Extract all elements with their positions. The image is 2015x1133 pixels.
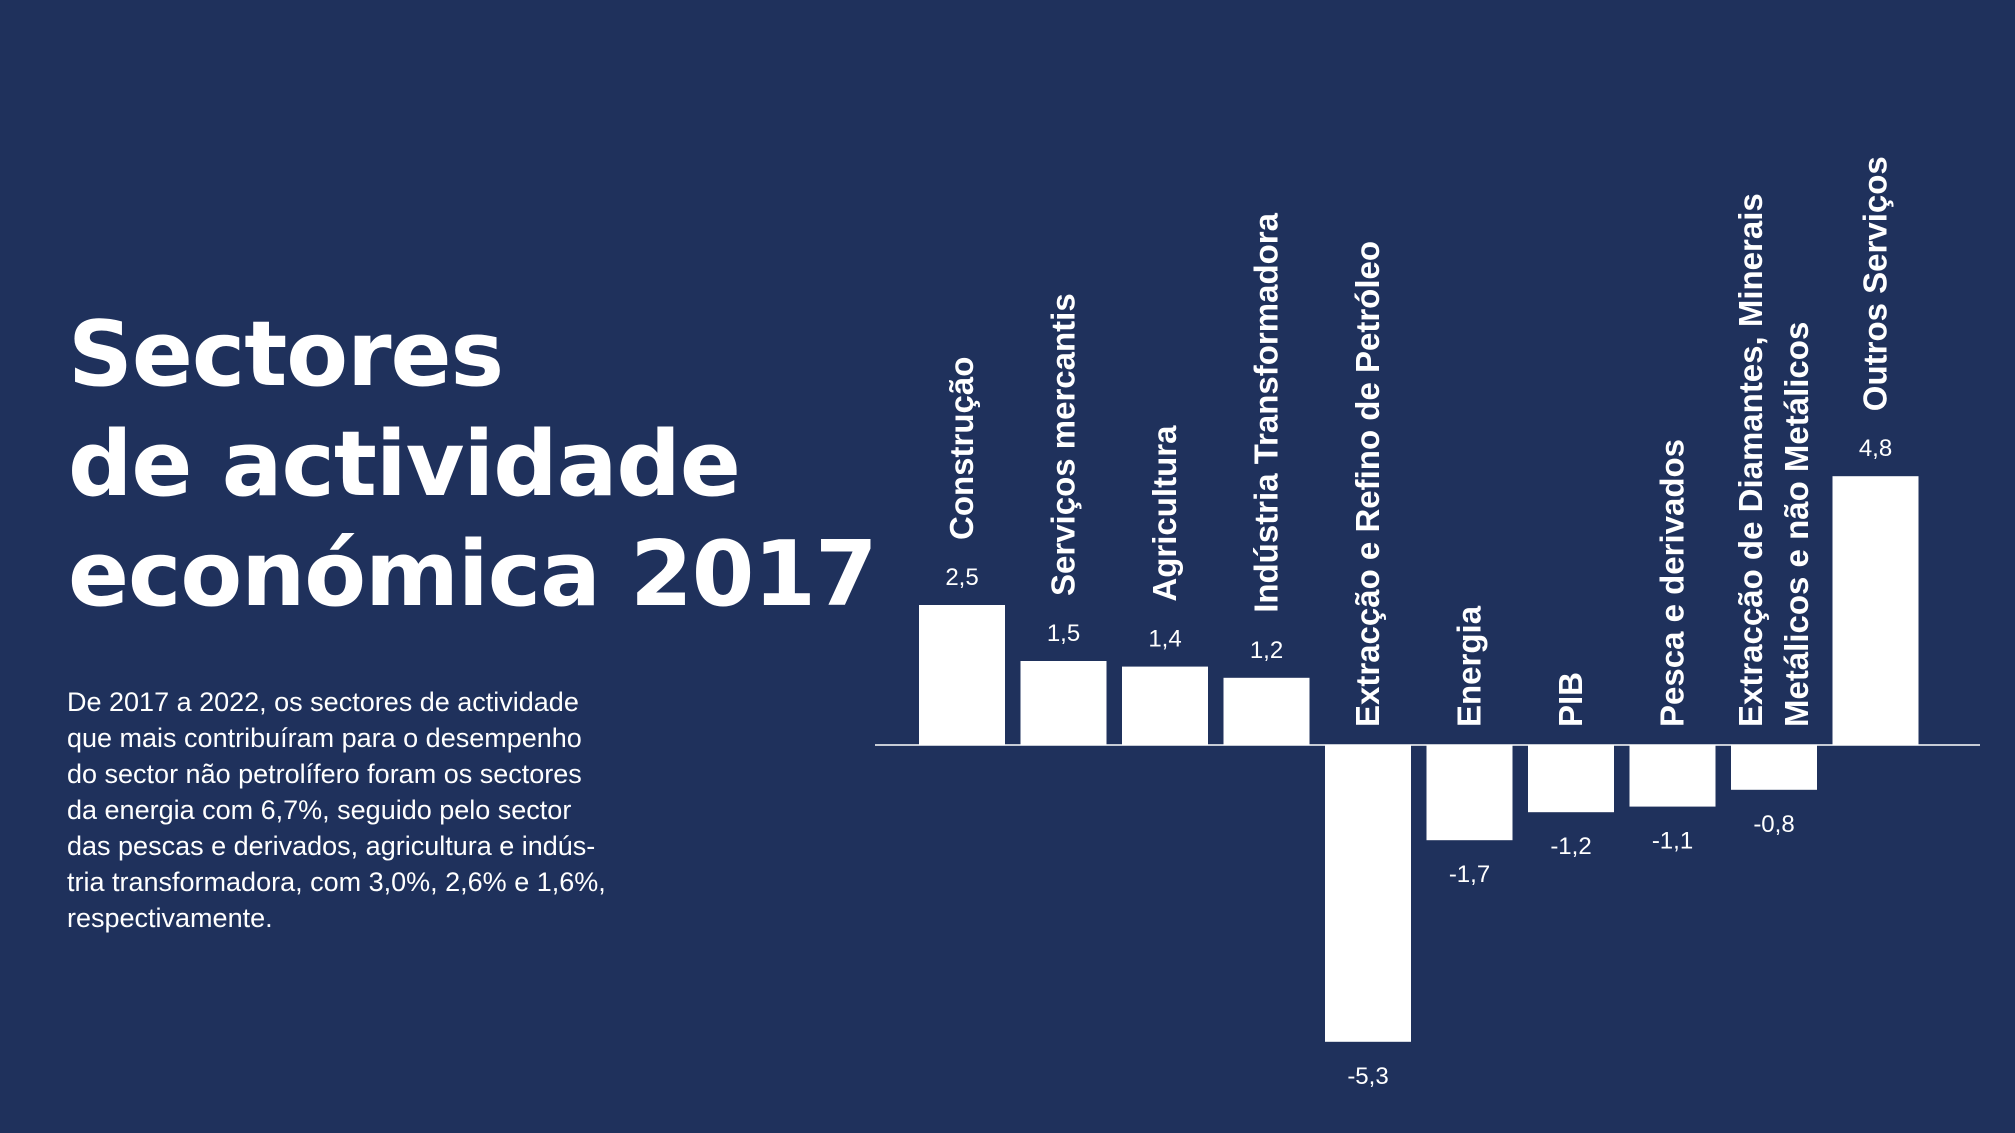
bar xyxy=(1325,745,1411,1042)
bar xyxy=(1020,661,1107,745)
value-label: -5,3 xyxy=(1347,1063,1388,1090)
description-line: do sector não petrolífero foram os secto… xyxy=(67,759,582,789)
category-label: Pesca e derivados xyxy=(1654,439,1691,727)
category-label: Agricultura xyxy=(1146,425,1183,602)
bar xyxy=(1731,745,1817,790)
title-line-3: económica 2017 xyxy=(68,522,878,627)
category-label: Energia xyxy=(1451,605,1488,727)
category-label: Serviços mercantis xyxy=(1045,293,1082,596)
description-line: De 2017 a 2022, os sectores de actividad… xyxy=(67,687,579,717)
page-title: Sectores de actividade económica 2017 xyxy=(68,300,878,630)
value-label: 4,8 xyxy=(1859,435,1892,462)
title-line-1: Sectores xyxy=(68,302,504,407)
bar xyxy=(1528,745,1614,813)
value-label: -0,8 xyxy=(1753,811,1794,838)
description-line: das pescas e derivados, agricultura e in… xyxy=(67,831,596,861)
bar xyxy=(1832,476,1919,745)
value-label: -1,1 xyxy=(1652,828,1693,855)
bar xyxy=(1629,745,1716,807)
category-label: Indústria Transformadora xyxy=(1248,212,1285,612)
bar xyxy=(1122,666,1208,745)
category-label: Extracção e Refino de Petróleo xyxy=(1349,241,1386,727)
category-label: PIB xyxy=(1552,672,1589,727)
value-label: -1,7 xyxy=(1449,861,1490,888)
description-line: respectivamente. xyxy=(67,903,273,933)
title-line-2: de actividade xyxy=(68,412,741,517)
description-line: que mais contribuíram para o desempenho xyxy=(67,723,582,753)
value-label: 1,4 xyxy=(1148,626,1181,653)
bar xyxy=(1223,677,1310,745)
value-label: 2,5 xyxy=(945,564,978,591)
category-label: Metálicos e não Metálicos xyxy=(1778,322,1815,727)
bar xyxy=(919,605,1005,745)
value-label: 1,5 xyxy=(1047,620,1080,647)
category-label: Outros Serviços xyxy=(1857,156,1894,411)
description-line: da energia com 6,7%, seguido pelo sector xyxy=(67,795,572,825)
description-line: tria transformadora, com 3,0%, 2,6% e 1,… xyxy=(67,867,606,897)
category-label: Extracção de Diamantes, Minerais xyxy=(1732,193,1769,727)
value-label: -1,2 xyxy=(1550,833,1591,860)
description-text: De 2017 a 2022, os sectores de actividad… xyxy=(67,684,667,936)
value-label: 1,2 xyxy=(1250,637,1283,664)
category-label: Construção xyxy=(943,357,980,540)
bar xyxy=(1426,745,1513,841)
